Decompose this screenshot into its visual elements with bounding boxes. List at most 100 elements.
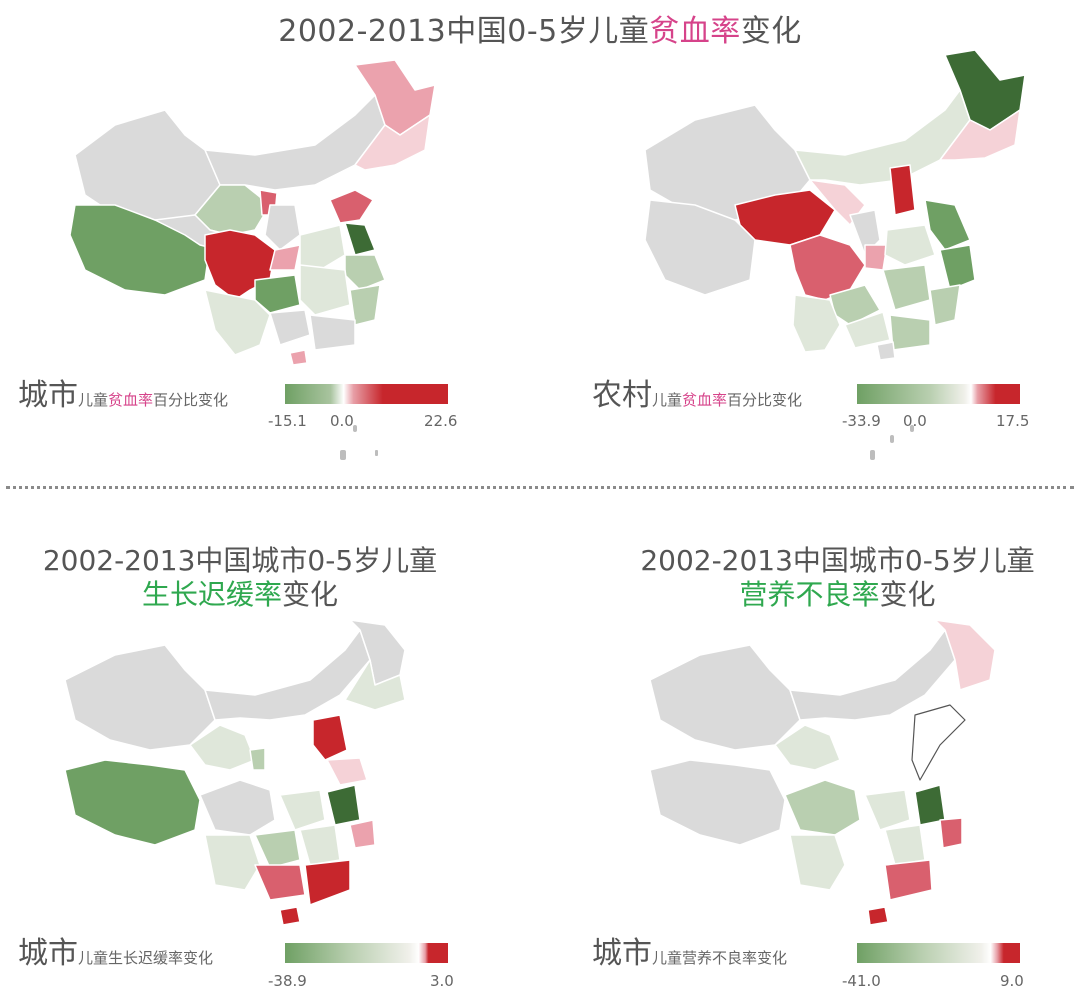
region-chongqing xyxy=(864,244,888,271)
region-inner-mongolia xyxy=(794,89,971,186)
top-title: 2002-2013中国0-5岁儿童贫血率变化 xyxy=(0,6,1080,50)
region-jilin xyxy=(354,114,431,171)
region-fujian xyxy=(929,284,961,326)
region-hubei xyxy=(299,224,346,271)
region-inner-mongolia xyxy=(789,629,956,721)
region-hainan xyxy=(867,906,889,926)
region-guizhou xyxy=(254,829,301,869)
urban-underweight-tick-min: -41.0 xyxy=(842,972,881,990)
stunting-title-line1: 2002-2013中国城市0-5岁儿童 xyxy=(42,544,438,577)
region-anhui xyxy=(914,784,946,826)
rural-anemia-legend-big: 农村 xyxy=(592,378,652,413)
region-tibet xyxy=(644,199,756,296)
region-tibet xyxy=(649,759,786,846)
underweight-title-suffix: 变化 xyxy=(879,578,936,611)
region-zhejiang xyxy=(349,819,376,849)
region-inner-mongolia xyxy=(204,629,371,721)
region-hubei xyxy=(884,224,936,266)
stunting-title-suffix: 变化 xyxy=(282,578,339,611)
urban-stunting-map xyxy=(55,620,445,940)
region-heilongjiang xyxy=(934,620,996,691)
urban-underweight-legend-label: 城市 儿童营养不良率变化 xyxy=(592,928,787,972)
region-hunan xyxy=(299,824,341,866)
rural-anemia-legend-small: 儿童贫血率百分比变化 xyxy=(652,389,802,410)
region-shandong xyxy=(326,757,368,786)
south-sea-island xyxy=(375,450,378,456)
urban-stunting-legend-label: 城市 儿童生长迟缓率变化 xyxy=(18,928,213,972)
region-jiangxi xyxy=(299,264,351,316)
urban-stunting-legend-big: 城市 xyxy=(18,936,78,971)
region-shaanxi xyxy=(849,209,881,256)
region-hubei xyxy=(279,789,326,831)
urban-stunting-legend-small: 儿童生长迟缓率变化 xyxy=(78,949,214,967)
region-anhui xyxy=(326,784,361,826)
region-zhejiang xyxy=(939,244,976,291)
rural-anemia-legend-prefix: 儿童 xyxy=(652,391,683,409)
rural-anemia-tick-max: 17.5 xyxy=(996,412,1030,430)
stunting-title-highlight: 生长迟缓率 xyxy=(141,578,282,611)
region-zhejiang xyxy=(939,817,963,849)
section-divider xyxy=(6,486,1074,489)
region-yunnan xyxy=(204,834,261,891)
region-xinjiang xyxy=(64,644,216,751)
region-hainan xyxy=(876,341,896,361)
south-sea-island xyxy=(353,425,357,432)
region-jiangsu xyxy=(344,222,376,256)
region-inner-mongolia xyxy=(204,94,386,191)
region-jiangsu xyxy=(924,199,971,251)
region-ningxia xyxy=(249,747,266,771)
underweight-title: 2002-2013中国城市0-5岁儿童 营养不良率变化 xyxy=(615,544,1060,612)
region-hubei xyxy=(864,789,911,831)
top-title-prefix: 2002-2013中国0-5岁儿童 xyxy=(278,14,650,49)
region-jilin xyxy=(939,109,1021,161)
region-yunnan xyxy=(204,289,271,356)
urban-underweight-legend-big: 城市 xyxy=(592,936,652,971)
urban-anemia-tick-mid: 0.0 xyxy=(330,412,354,430)
region-guangdong xyxy=(889,314,931,351)
region-shanxi xyxy=(889,164,916,216)
region-beijing-hebei xyxy=(312,714,348,761)
region-shandong xyxy=(329,189,374,224)
region-guangxi xyxy=(254,864,306,901)
rural-anemia-legend-label: 农村 儿童贫血率百分比变化 xyxy=(592,370,802,414)
region-xinjiang xyxy=(649,644,801,751)
urban-anemia-legend-prefix: 儿童 xyxy=(78,391,109,409)
region-guangdong xyxy=(309,314,356,351)
urban-anemia-legend-big: 城市 xyxy=(18,378,78,413)
south-sea-island xyxy=(870,450,875,460)
region-guangxi xyxy=(844,311,891,349)
rural-anemia-tick-min: -33.9 xyxy=(842,412,881,430)
region-hainan xyxy=(289,349,308,366)
region-guangdong xyxy=(304,859,351,906)
region-hunan xyxy=(884,824,926,866)
urban-anemia-legend-label: 城市 儿童贫血率百分比变化 xyxy=(18,370,228,414)
urban-underweight-colorbar xyxy=(857,943,1020,963)
region-nodata-north xyxy=(911,704,966,781)
urban-underweight-map xyxy=(640,620,1030,940)
region-chongqing xyxy=(269,244,301,271)
south-sea-island xyxy=(340,450,346,460)
region-guangxi xyxy=(269,309,311,346)
urban-anemia-colorbar xyxy=(285,384,448,404)
urban-anemia-legend-suffix: 百分比变化 xyxy=(153,391,229,409)
urban-underweight-legend-small: 儿童营养不良率变化 xyxy=(652,949,788,967)
region-fujian xyxy=(349,284,381,326)
rural-anemia-tick-mid: 0.0 xyxy=(903,412,927,430)
urban-anemia-tick-min: -15.1 xyxy=(268,412,307,430)
south-sea-island xyxy=(910,425,914,432)
rural-anemia-map xyxy=(625,40,1045,480)
urban-anemia-map xyxy=(55,55,455,495)
urban-anemia-legend-small: 儿童贫血率百分比变化 xyxy=(78,389,228,410)
region-tibet xyxy=(64,759,201,846)
stunting-title: 2002-2013中国城市0-5岁儿童 生长迟缓率变化 xyxy=(20,544,460,612)
region-sichuan xyxy=(199,779,276,836)
urban-stunting-tick-max: 3.0 xyxy=(430,972,454,990)
urban-anemia-tick-max: 22.6 xyxy=(424,412,458,430)
region-hainan xyxy=(279,906,301,926)
underweight-title-line1: 2002-2013中国城市0-5岁儿童 xyxy=(640,544,1035,577)
region-guizhou xyxy=(254,274,301,314)
urban-underweight-tick-max: 9.0 xyxy=(1000,972,1024,990)
urban-anemia-legend-highlight: 贫血率 xyxy=(108,391,154,409)
rural-anemia-legend-suffix: 百分比变化 xyxy=(727,391,803,409)
region-guangdong xyxy=(884,859,933,901)
